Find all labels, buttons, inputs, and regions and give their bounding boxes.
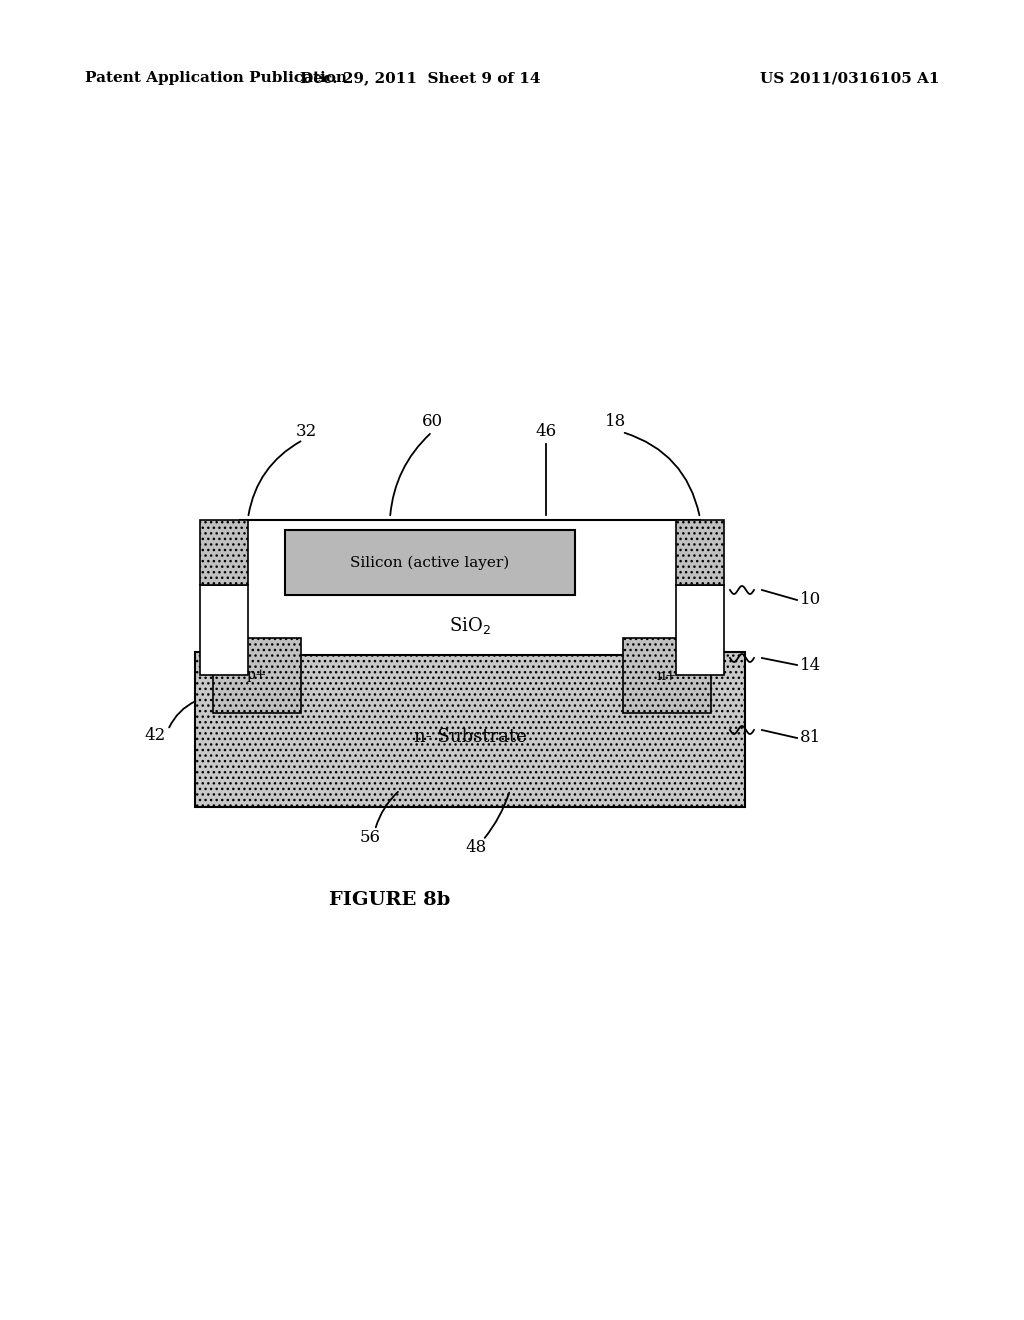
Text: 46: 46 xyxy=(536,424,557,441)
Bar xyxy=(213,638,301,713)
Bar xyxy=(195,652,745,807)
Bar xyxy=(240,520,700,655)
Bar xyxy=(285,531,575,595)
Text: 56: 56 xyxy=(359,829,381,846)
Text: n+: n+ xyxy=(656,668,677,682)
Text: 32: 32 xyxy=(295,424,316,441)
Text: 14: 14 xyxy=(800,656,821,673)
Text: 10: 10 xyxy=(800,591,821,609)
Text: Dec. 29, 2011  Sheet 9 of 14: Dec. 29, 2011 Sheet 9 of 14 xyxy=(300,71,541,84)
Text: p+: p+ xyxy=(247,668,267,682)
Text: SiO$_2$: SiO$_2$ xyxy=(450,615,490,636)
Bar xyxy=(200,585,248,675)
Text: n- Substrate: n- Substrate xyxy=(414,729,526,746)
Bar xyxy=(676,520,724,585)
Text: Patent Application Publication: Patent Application Publication xyxy=(85,71,347,84)
Text: 42: 42 xyxy=(144,726,166,743)
Text: 18: 18 xyxy=(605,413,627,430)
Text: US 2011/0316105 A1: US 2011/0316105 A1 xyxy=(761,71,940,84)
Text: FIGURE 8b: FIGURE 8b xyxy=(330,891,451,909)
Text: 48: 48 xyxy=(465,840,486,857)
Bar xyxy=(623,638,711,713)
Text: 81: 81 xyxy=(800,730,821,747)
Text: Silicon (active layer): Silicon (active layer) xyxy=(350,556,510,570)
Bar xyxy=(200,520,248,585)
Bar xyxy=(676,585,724,675)
Text: 60: 60 xyxy=(422,413,442,430)
